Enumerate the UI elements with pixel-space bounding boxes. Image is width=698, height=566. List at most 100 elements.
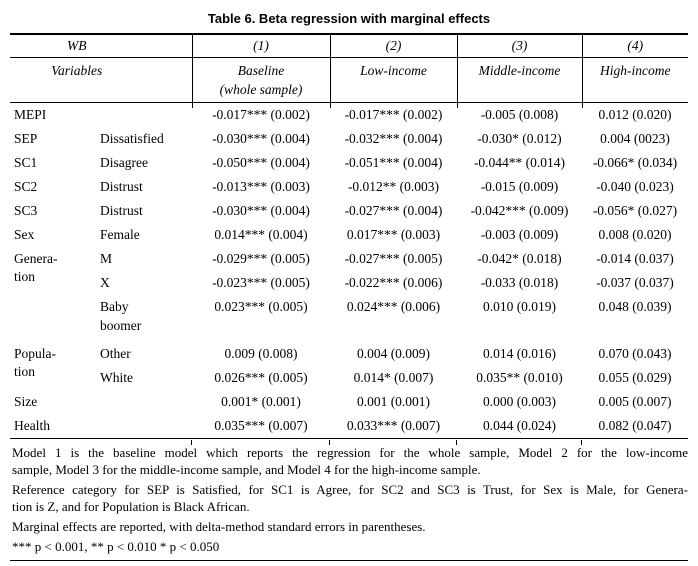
coefficient-cell: -0.033 (0.018) xyxy=(480,274,559,290)
table-row: X -0.023*** (0.005) -0.022*** (0.006) -0.03… xyxy=(10,271,688,295)
coefficient-cell: 0.026*** (0.005) xyxy=(214,369,308,385)
coefficient-cell: 0.012 (0.020) xyxy=(598,106,672,122)
coefficient-cell: -0.050*** (0.004) xyxy=(212,154,310,170)
coefficient-cell: 0.023*** (0.005) xyxy=(214,298,308,314)
table-row: Sex Female 0.014*** (0.004) 0.017*** (0.003… xyxy=(10,223,688,247)
coefficient-cell: -0.042* (0.018) xyxy=(477,250,562,266)
coefficient-cell: 0.044 (0.024) xyxy=(456,413,582,444)
table-row: SEP Dissatisfied -0.030*** (0.004) -0.032**… xyxy=(10,127,688,151)
table-row: SC2 Distrust -0.013*** (0.003) -0.012** (0.… xyxy=(10,175,688,199)
table-header: WB (1) (2) (3) (4) Variables Baseline (whole s… xyxy=(10,33,688,107)
category-cell: Baby boomer xyxy=(100,298,142,333)
variable-name-cell: SC2 xyxy=(14,178,38,194)
table-row: Size 0.001* (0.001) 0.001 (0.001) 0.000 (0.… xyxy=(10,390,688,414)
coefficient-cell: 0.004 (0.009) xyxy=(356,345,431,361)
variable-name-cell: Health xyxy=(10,413,98,439)
coefficient-cell: -0.023*** (0.005) xyxy=(212,274,310,290)
table-row: Baby boomer 0.023*** (0.005) 0.024*** (0.0… xyxy=(10,295,688,342)
coefficient-cell: -0.003 (0.009) xyxy=(480,226,559,242)
model-number-header: (1) xyxy=(191,33,330,58)
model-name-header: Middle-income xyxy=(456,57,582,107)
category-cell: X xyxy=(100,274,110,290)
coefficient-cell: 0.035*** (0.007) xyxy=(191,413,330,444)
coefficient-cell: -0.030*** (0.004) xyxy=(212,130,310,146)
category-cell xyxy=(98,102,192,127)
coefficient-cell: 0.010 (0.019) xyxy=(482,298,557,314)
variable-name-cell: Size xyxy=(14,393,38,409)
variable-name-cell: SC3 xyxy=(14,202,38,218)
coefficient-cell: 0.000 (0.003) xyxy=(482,393,557,409)
category-cell xyxy=(98,413,192,439)
table-row: Genera- tion M -0.029*** (0.005) -0.027*** … xyxy=(10,247,688,284)
coefficient-cell: 0.001* (0.001) xyxy=(221,393,301,409)
coefficient-cell: -0.066* (0.034) xyxy=(592,154,678,170)
table-title: Table 6. Beta regression with marginal e… xyxy=(207,11,491,26)
category-cell: Female xyxy=(100,226,140,242)
coefficient-cell: -0.027*** (0.004) xyxy=(344,202,443,218)
variables-header: Variables xyxy=(10,57,192,103)
coefficient-cell: -0.040 (0.023) xyxy=(596,178,674,194)
coefficient-cell: -0.022*** (0.006) xyxy=(344,274,443,290)
coefficient-cell: -0.005 (0.008) xyxy=(480,106,559,122)
coefficient-cell: 0.014 (0.016) xyxy=(482,345,557,361)
variable-name-cell: MEPI xyxy=(14,106,47,122)
coefficient-cell: -0.030* (0.012) xyxy=(477,130,562,146)
coefficient-cell: -0.042*** (0.009) xyxy=(470,202,569,218)
category-cell: Distrust xyxy=(100,202,143,218)
coefficient-cell: 0.014* (0.007) xyxy=(353,369,434,385)
coefficient-cell: -0.056* (0.027) xyxy=(592,202,678,218)
table-row: Health 0.035*** (0.007) 0.033*** (0.007) 0.… xyxy=(10,413,688,444)
variable-name-cell: SEP xyxy=(14,130,38,146)
coefficient-cell: -0.044** (0.014) xyxy=(473,154,566,170)
table-row: SC3 Distrust -0.030*** (0.004) -0.027*** (0… xyxy=(10,199,688,223)
table-row: MEPI -0.017*** (0.002) -0.017*** (0.002) -0… xyxy=(10,102,688,127)
regression-table: WB (1) (2) (3) (4) Variables Baseline (whole s… xyxy=(10,33,688,444)
table-row: Popula- tion Other 0.009 (0.008) 0.004 (0.0… xyxy=(10,342,688,379)
coefficient-cell: -0.051*** (0.004) xyxy=(344,154,443,170)
coefficient-cell: 0.009 (0.008) xyxy=(224,345,298,361)
variable-name-cell: Sex xyxy=(14,226,35,242)
coefficient-cell: -0.037 (0.037) xyxy=(596,274,674,290)
category-cell: White xyxy=(100,369,133,385)
variable-name-cell: Popula- tion xyxy=(14,345,56,379)
coefficient-cell: -0.014 (0.037) xyxy=(596,250,674,266)
category-cell xyxy=(98,390,192,414)
coefficient-cell: -0.027*** (0.005) xyxy=(344,250,443,266)
category-cell: Other xyxy=(100,345,131,361)
coefficient-cell: 0.055 (0.029) xyxy=(598,369,672,385)
variable-name-cell: SC1 xyxy=(14,154,38,170)
model-number-header: (3) xyxy=(456,33,582,58)
coefficient-cell: 0.082 (0.047) xyxy=(581,413,688,444)
coefficient-cell: -0.030*** (0.004) xyxy=(212,202,310,218)
coefficient-cell: 0.008 (0.020) xyxy=(598,226,672,242)
footnote-line: Model 1 is the baseline model which repo… xyxy=(12,444,688,460)
model-name-header: Low-income xyxy=(329,57,457,107)
variable-name-cell: Genera- tion xyxy=(14,250,58,284)
category-cell: Dissatisfied xyxy=(100,130,164,146)
model-name-header: Baseline (whole sample) xyxy=(191,57,330,107)
footnote-line: *** p < 0.001, ** p < 0.010 * p < 0.050 xyxy=(12,538,220,554)
coefficient-cell: 0.070 (0.043) xyxy=(598,345,672,361)
model-number-header: (2) xyxy=(329,33,457,58)
footnote-line: Marginal effects are reported, with delt… xyxy=(12,518,426,534)
footnote-text: Reference category for SEP is Satisfied,… xyxy=(12,481,688,515)
coefficient-cell: 0.001 (0.001) xyxy=(356,393,431,409)
footnote-text: Model 1 is the baseline model which repo… xyxy=(12,444,688,478)
coefficient-cell: 0.014*** (0.004) xyxy=(214,226,308,242)
footnote-line: sample, Model 3 for the middle-income sa… xyxy=(12,461,481,477)
coefficient-cell: 0.004 (0023) xyxy=(600,130,670,146)
table-row: White 0.026*** (0.005) 0.014* (0.007) 0.035… xyxy=(10,366,688,390)
table-body: MEPI -0.017*** (0.002) -0.017*** (0.002) -0… xyxy=(10,102,688,444)
coefficient-cell: -0.015 (0.009) xyxy=(480,178,559,194)
footnote-line: tion is Z, and for Population is Black A… xyxy=(12,498,250,514)
model-number-header: (4) xyxy=(581,33,688,58)
footnote-text: Marginal effects are reported, with delt… xyxy=(12,518,688,535)
coefficient-cell: -0.013*** (0.003) xyxy=(212,178,310,194)
model-name-header: High-income xyxy=(581,57,688,107)
coefficient-cell: -0.017*** (0.002) xyxy=(212,106,310,122)
coefficient-cell: 0.033*** (0.007) xyxy=(329,413,457,444)
coefficient-cell: -0.029*** (0.005) xyxy=(212,250,310,266)
coefficient-cell: 0.005 (0.007) xyxy=(598,393,672,409)
coefficient-cell: -0.032*** (0.004) xyxy=(344,130,443,146)
